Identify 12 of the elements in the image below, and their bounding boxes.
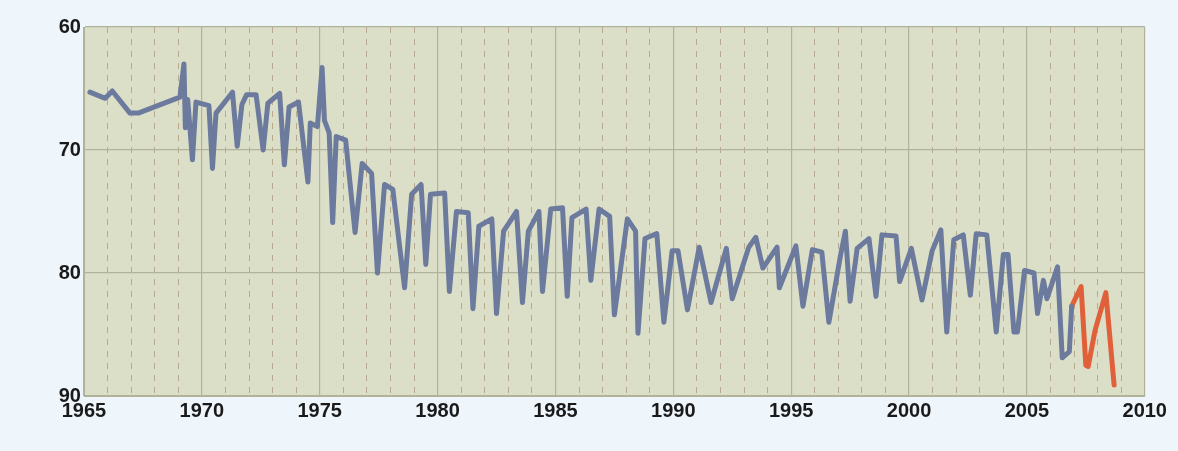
x-tick-label: 1995 xyxy=(768,398,814,421)
y-tick-label: 80 xyxy=(58,260,81,283)
x-tick-label: 2005 xyxy=(1004,398,1050,421)
x-tick-label: 2000 xyxy=(886,398,932,421)
x-tick-label: 1990 xyxy=(651,398,696,421)
x-tick-label: 1970 xyxy=(179,398,225,421)
x-tick-label: 1975 xyxy=(297,398,342,421)
y-tick-label: 60 xyxy=(58,14,81,37)
x-tick-label: 2010 xyxy=(1122,398,1167,421)
x-tick-label: 1985 xyxy=(533,398,578,421)
x-tick-label: 1980 xyxy=(415,398,460,421)
y-tick-label: 70 xyxy=(58,137,81,160)
